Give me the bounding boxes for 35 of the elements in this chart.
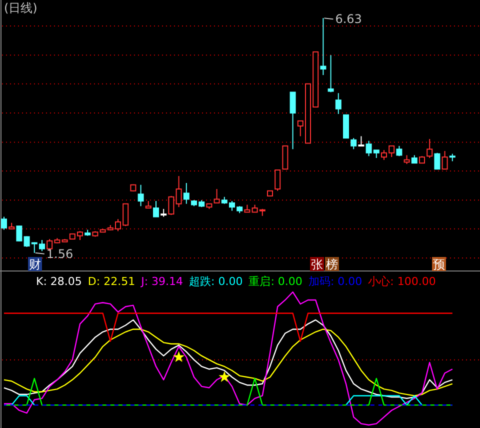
annotation: 6.63 xyxy=(335,12,362,26)
candlestick xyxy=(320,18,326,76)
candlestick xyxy=(290,92,296,150)
candlestick xyxy=(343,114,349,139)
candlestick xyxy=(183,182,190,204)
candlestick xyxy=(396,145,402,157)
text: D: 22.51 xyxy=(88,275,136,288)
candlestick xyxy=(1,216,7,230)
candlestick xyxy=(434,152,440,170)
candlestick xyxy=(328,54,334,93)
candlestick xyxy=(16,225,22,242)
candlestick xyxy=(274,170,281,192)
text: 小心: 100.00 xyxy=(368,275,436,288)
annotation: 张 xyxy=(311,258,323,272)
annotation: 榜 xyxy=(326,258,338,272)
candlestick xyxy=(282,145,288,170)
candlestick xyxy=(358,136,364,146)
candlestick xyxy=(335,92,342,114)
chart-title: (日线) xyxy=(4,1,38,15)
annotation: 1.56 xyxy=(46,246,74,261)
series-label: J: 39.14 xyxy=(140,275,184,288)
candlestick xyxy=(426,138,433,158)
candlestick xyxy=(138,184,144,207)
text: 超跌: 0.00 xyxy=(189,275,243,288)
candlestick xyxy=(168,195,174,216)
candlestick xyxy=(442,150,448,170)
candlestick xyxy=(153,200,159,218)
text: 重启: 0.00 xyxy=(248,275,302,288)
text: K: 28.05 xyxy=(36,275,82,288)
annotation: 预 xyxy=(433,258,445,272)
annotation: 财 xyxy=(29,258,41,272)
candlestick xyxy=(350,138,357,150)
text: 加码: 0.00 xyxy=(308,275,362,288)
candlestick xyxy=(176,176,182,208)
candlestick xyxy=(214,188,220,204)
